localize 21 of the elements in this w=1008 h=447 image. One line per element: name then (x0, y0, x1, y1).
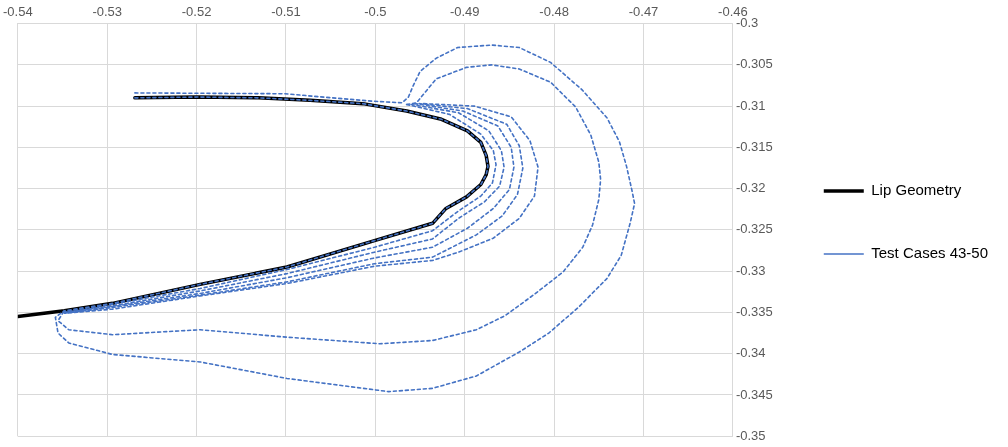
y-tick-label: -0.35 (735, 427, 766, 443)
x-tick-label: -0.54 (3, 4, 33, 20)
y-tick-label: -0.315 (735, 138, 773, 154)
legend-label: Lip Geometry (871, 181, 962, 199)
y-tick-label: -0.345 (735, 386, 773, 402)
x-tick-label: -0.48 (539, 4, 569, 20)
x-tick-label: -0.51 (271, 4, 301, 20)
y-tick-label: -0.305 (735, 56, 773, 72)
y-tick-label: -0.325 (735, 221, 773, 237)
x-tick-label: -0.5 (364, 4, 387, 20)
legend-label: Test Cases 43-50 (871, 244, 989, 262)
x-tick-label: -0.47 (628, 4, 659, 20)
y-tick-label: -0.33 (735, 262, 766, 278)
x-tick-label: -0.53 (92, 4, 123, 20)
y-tick-label: -0.335 (735, 304, 773, 319)
x-tick-label: -0.49 (449, 4, 480, 20)
y-tick-label: -0.32 (735, 180, 766, 196)
y-tick-label: -0.31 (735, 97, 766, 113)
x-tick-label: -0.52 (181, 4, 212, 20)
y-tick-label: -0.3 (735, 15, 759, 31)
y-tick-label: -0.34 (735, 345, 766, 361)
